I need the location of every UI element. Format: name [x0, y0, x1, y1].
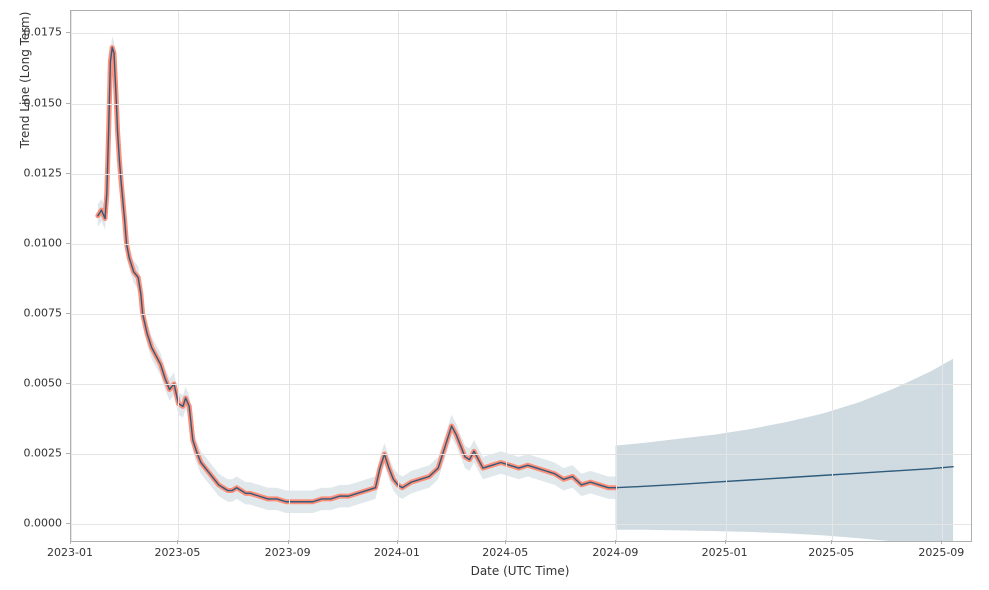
x-tick-label: 2024-01 — [374, 546, 420, 559]
gridline-h — [71, 244, 971, 245]
y-tick-mark — [66, 313, 70, 314]
figure: Date (UTC Time) Trend Line (Long Term) 0… — [0, 0, 989, 590]
gridline-h — [71, 454, 971, 455]
gridline-v — [506, 11, 507, 541]
gridline-v — [726, 11, 727, 541]
gridline-h — [71, 33, 971, 34]
x-tick-label: 2025-09 — [918, 546, 964, 559]
forecast-line — [615, 467, 953, 488]
y-tick-mark — [66, 103, 70, 104]
y-tick-label: 0.0125 — [0, 166, 62, 179]
x-tick-mark — [288, 540, 289, 544]
x-tick-mark — [70, 540, 71, 544]
y-tick-mark — [66, 453, 70, 454]
x-tick-label: 2025-01 — [702, 546, 748, 559]
y-tick-mark — [66, 523, 70, 524]
y-tick-label: 0.0050 — [0, 376, 62, 389]
plot-area — [70, 10, 972, 542]
gridline-h — [71, 524, 971, 525]
actual-line — [98, 47, 616, 501]
gridline-h — [71, 384, 971, 385]
x-tick-mark — [177, 540, 178, 544]
gridline-v — [832, 11, 833, 541]
chart-svg — [71, 11, 971, 541]
x-tick-label: 2024-05 — [482, 546, 528, 559]
x-tick-mark — [615, 540, 616, 544]
y-tick-label: 0.0075 — [0, 306, 62, 319]
gridline-v — [398, 11, 399, 541]
gridline-v — [942, 11, 943, 541]
x-tick-label: 2023-09 — [265, 546, 311, 559]
x-tick-mark — [725, 540, 726, 544]
gridline-v — [71, 11, 72, 541]
y-tick-mark — [66, 383, 70, 384]
y-tick-label: 0.0025 — [0, 447, 62, 460]
gridline-h — [71, 314, 971, 315]
x-tick-mark — [831, 540, 832, 544]
gridline-h — [71, 104, 971, 105]
x-tick-label: 2024-09 — [592, 546, 638, 559]
x-tick-mark — [941, 540, 942, 544]
gridline-v — [289, 11, 290, 541]
gridline-v — [616, 11, 617, 541]
y-tick-mark — [66, 32, 70, 33]
y-tick-mark — [66, 243, 70, 244]
y-tick-mark — [66, 173, 70, 174]
y-tick-label: 0.0175 — [0, 26, 62, 39]
y-tick-label: 0.0100 — [0, 236, 62, 249]
y-tick-label: 0.0150 — [0, 96, 62, 109]
x-axis-label: Date (UTC Time) — [70, 564, 970, 578]
x-tick-label: 2025-05 — [808, 546, 854, 559]
x-tick-label: 2023-01 — [47, 546, 93, 559]
gridline-h — [71, 174, 971, 175]
actual-underline — [98, 47, 616, 501]
x-tick-mark — [505, 540, 506, 544]
x-tick-label: 2023-05 — [154, 546, 200, 559]
actual-band — [98, 36, 616, 513]
y-tick-label: 0.0000 — [0, 517, 62, 530]
x-tick-mark — [397, 540, 398, 544]
gridline-v — [178, 11, 179, 541]
